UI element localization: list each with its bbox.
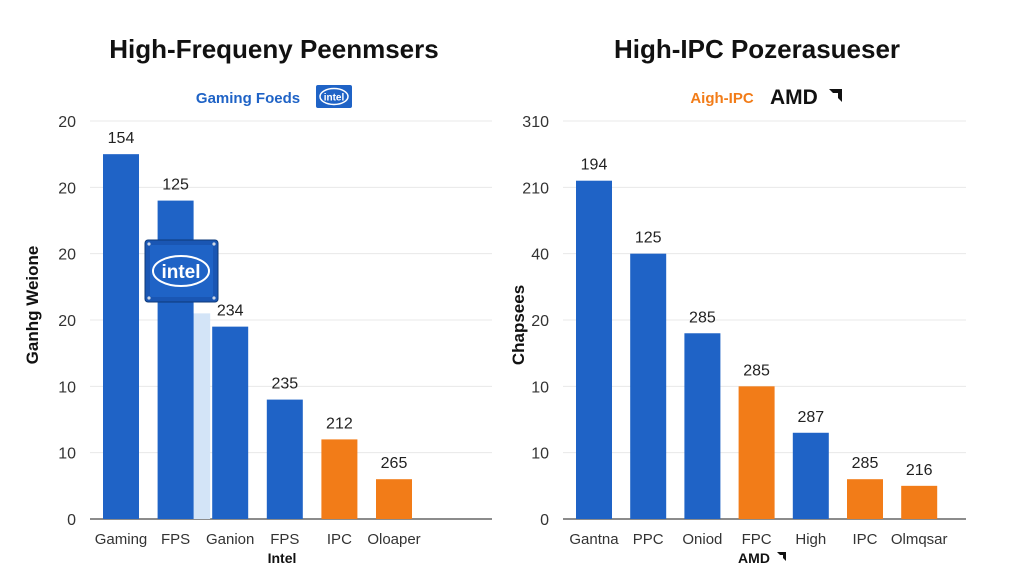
intel-x-axis-label: Intel — [268, 550, 297, 566]
amd-category-label: Oniod — [682, 531, 722, 548]
intel-category-label: FPS — [161, 531, 190, 548]
intel-y-tick-label: 10 — [58, 446, 76, 463]
intel-y-tick-label: 20 — [58, 180, 76, 197]
amd-category-label: PPC — [633, 531, 664, 548]
intel-chart: High-Frequeny Peenmsers Gaming Foeds int… — [23, 34, 492, 566]
amd-y-tick-label: 40 — [531, 247, 549, 264]
intel-y-tick-label: 20 — [58, 114, 76, 131]
amd-bar — [847, 479, 883, 519]
intel-category-label: Gaming — [95, 531, 148, 548]
amd-y-tick-label: 310 — [522, 114, 549, 131]
intel-small-logo-icon: intel — [316, 85, 352, 108]
amd-category-label: FPC — [742, 531, 772, 548]
amd-y-tick-label: 20 — [531, 313, 549, 330]
intel-value-label: 212 — [326, 415, 353, 432]
intel-bar — [103, 154, 139, 519]
amd-x-axis-label-group: AMD — [738, 550, 786, 566]
intel-bar — [212, 326, 249, 519]
amd-chart-title: High-IPC Pozerasueser — [614, 34, 900, 64]
amd-bars: 194 Gantna 125 PPC 285 Oniod 285 FPC 287 High 285 I… — [569, 157, 947, 548]
amd-logo-icon: AMD — [770, 86, 842, 109]
amd-category-label: Gantna — [569, 531, 619, 548]
amd-bar — [738, 386, 775, 519]
intel-value-label: 234 — [217, 303, 244, 320]
intel-y-axis-label: Ganhg Weione — [23, 246, 42, 365]
amd-bar — [792, 432, 829, 519]
amd-y-axis-label: Chapsees — [509, 285, 528, 365]
intel-gridlines: 0 10 10 20 20 20 20 — [58, 114, 492, 529]
amd-category-label: Olmqsar — [891, 531, 948, 548]
amd-chart: High-IPC Pozerasueser Aigh-IPC AMD Chaps… — [509, 34, 966, 566]
intel-category-label: Ganion — [206, 531, 254, 548]
amd-logo-text: AMD — [770, 86, 818, 109]
intel-chart-subtitle: Gaming Foeds — [196, 90, 300, 107]
intel-bars: 154 Gaming 125 FPS 234 Ganion 235 FPS 212 IPC 265 O… — [95, 130, 421, 548]
amd-y-tick-label: 10 — [531, 446, 549, 463]
amd-chart-subtitle: Aigh-IPC — [690, 90, 753, 107]
intel-large-logo-icon: intel — [144, 239, 219, 303]
amd-bar — [684, 333, 721, 519]
amd-category-label: High — [795, 531, 826, 548]
intel-y-tick-label: 0 — [67, 512, 76, 529]
amd-value-label: 285 — [852, 455, 879, 472]
amd-value-label: 287 — [797, 409, 824, 426]
amd-value-label: 216 — [906, 462, 933, 479]
intel-category-label: FPS — [270, 531, 299, 548]
amd-bar — [630, 253, 667, 519]
amd-y-tick-label: 210 — [522, 180, 549, 197]
intel-category-label: Oloaper — [367, 531, 420, 548]
intel-small-logo-text: intel — [324, 93, 345, 104]
amd-gridlines: 0 10 10 20 40 210 310 — [522, 114, 966, 529]
intel-bar — [266, 399, 303, 519]
intel-large-logo-text: intel — [161, 262, 200, 283]
intel-value-label: 154 — [108, 130, 135, 147]
amd-category-label: IPC — [852, 531, 877, 548]
amd-value-label: 194 — [581, 157, 608, 174]
intel-bar — [376, 479, 412, 519]
amd-value-label: 285 — [743, 362, 770, 379]
amd-bar — [576, 180, 612, 519]
amd-y-tick-label: 10 — [531, 379, 549, 396]
amd-y-tick-label: 0 — [540, 512, 549, 529]
intel-chart-title: High-Frequeny Peenmsers — [109, 34, 438, 64]
amd-value-label: 285 — [689, 309, 716, 326]
intel-bar — [321, 439, 358, 519]
intel-value-label: 125 — [162, 177, 189, 194]
intel-y-tick-label: 20 — [58, 313, 76, 330]
intel-value-label: 235 — [271, 376, 298, 393]
intel-y-tick-label: 10 — [58, 379, 76, 396]
amd-x-axis-label: AMD — [738, 550, 770, 566]
intel-value-label: 265 — [381, 455, 408, 472]
amd-value-label: 125 — [635, 230, 662, 247]
amd-bar — [901, 485, 938, 519]
intel-category-label: IPC — [327, 531, 352, 548]
intel-y-tick-label: 20 — [58, 247, 76, 264]
